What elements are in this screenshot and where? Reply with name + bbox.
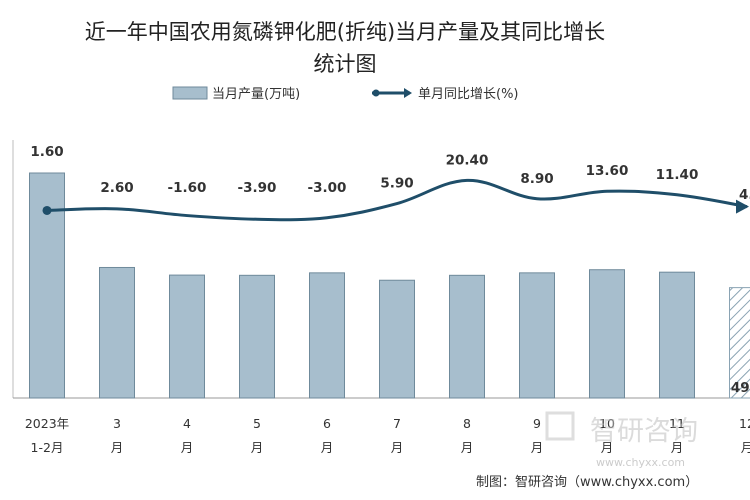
legend: 当月产量(万吨) 单月同比增长(%) — [172, 86, 519, 102]
growth-line-arrowhead — [736, 199, 749, 214]
x-tick-label: 10 — [599, 416, 615, 431]
x-tick-label: 5 — [253, 416, 261, 431]
watermark-brand: 智研咨询 — [590, 416, 698, 447]
bar-2 — [169, 274, 205, 399]
x-tick-label: 4 — [183, 416, 191, 431]
growth-data-label: 1.60 — [30, 144, 63, 160]
x-tick-label: 月 — [111, 440, 124, 455]
growth-data-label: 2.60 — [100, 180, 133, 196]
growth-data-label: 8.90 — [520, 171, 553, 187]
legend-line-label: 单月同比增长(%) — [418, 87, 519, 102]
x-tick-label: 月 — [321, 440, 334, 455]
x-tick-label: 3 — [113, 416, 121, 431]
x-tick-label: 月 — [601, 440, 614, 455]
legend-bar-swatch — [172, 86, 208, 100]
x-tick-label: 2023年 — [25, 416, 69, 431]
watermark-url: www.chyxx.com — [596, 456, 685, 469]
growth-line — [46, 178, 748, 222]
legend-line-arrow — [404, 88, 412, 98]
bar-4 — [309, 272, 345, 399]
bar-5 — [379, 279, 415, 399]
growth-data-label: 4.0 — [739, 187, 750, 203]
bar-7 — [519, 272, 555, 399]
bar-1 — [99, 266, 135, 399]
growth-data-label: -3.90 — [238, 180, 277, 196]
x-tick-label: 月 — [391, 440, 404, 455]
watermark: 智研咨询 www.chyxx.com — [545, 411, 698, 469]
source-note: 制图：智研咨询（www.chyxx.com） — [476, 475, 698, 490]
legend-bar-label: 当月产量(万吨) — [212, 87, 300, 102]
x-tick-label: 9 — [533, 416, 541, 431]
growth-data-label: 20.40 — [446, 152, 489, 168]
bar-10 — [729, 287, 750, 399]
growth-line-group — [42, 178, 749, 222]
growth-data-label: 11.40 — [656, 167, 699, 183]
x-tick-label: 月 — [251, 440, 264, 455]
growth-labels-group: 1.60 2.60 -1.60 -3.90 -3.00 5.90 20.40 8.90 13.6… — [30, 144, 750, 396]
x-tick-label: 月 — [741, 440, 750, 455]
growth-data-label: -1.60 — [168, 180, 207, 196]
bar-value-label: 493 — [731, 380, 750, 396]
x-ticks-group: 2023年 1-2月 3 月 4 月 5 月 6 月 7 月 8 月 9 月 10 月 11 月 12 月 — [25, 416, 750, 455]
bar-9 — [659, 271, 695, 399]
chart-title: 近一年中国农用氮磷钾化肥(折纯)当月产量及其同比增长 — [85, 20, 605, 44]
growth-data-label: -3.00 — [308, 180, 347, 196]
growth-line-start-dot — [42, 205, 52, 215]
x-tick-label: 7 — [393, 416, 401, 431]
x-tick-label: 月 — [461, 440, 474, 455]
legend-line-dot — [372, 89, 380, 97]
x-tick-label: 月 — [671, 440, 684, 455]
x-tick-label: 1-2月 — [31, 440, 64, 455]
x-tick-label: 6 — [323, 416, 331, 431]
bar-8 — [589, 269, 625, 399]
watermark-logo-icon — [545, 411, 575, 441]
chart-title-line2: 统计图 — [314, 52, 377, 76]
x-tick-label: 8 — [463, 416, 471, 431]
bar-6 — [449, 274, 485, 399]
growth-data-label: 13.60 — [586, 163, 629, 179]
x-tick-label: 月 — [531, 440, 544, 455]
x-tick-label: 月 — [181, 440, 194, 455]
x-tick-label: 11 — [669, 416, 685, 431]
x-tick-label: 12 — [739, 416, 750, 431]
growth-data-label: 5.90 — [380, 176, 413, 192]
bar-3 — [239, 274, 275, 399]
